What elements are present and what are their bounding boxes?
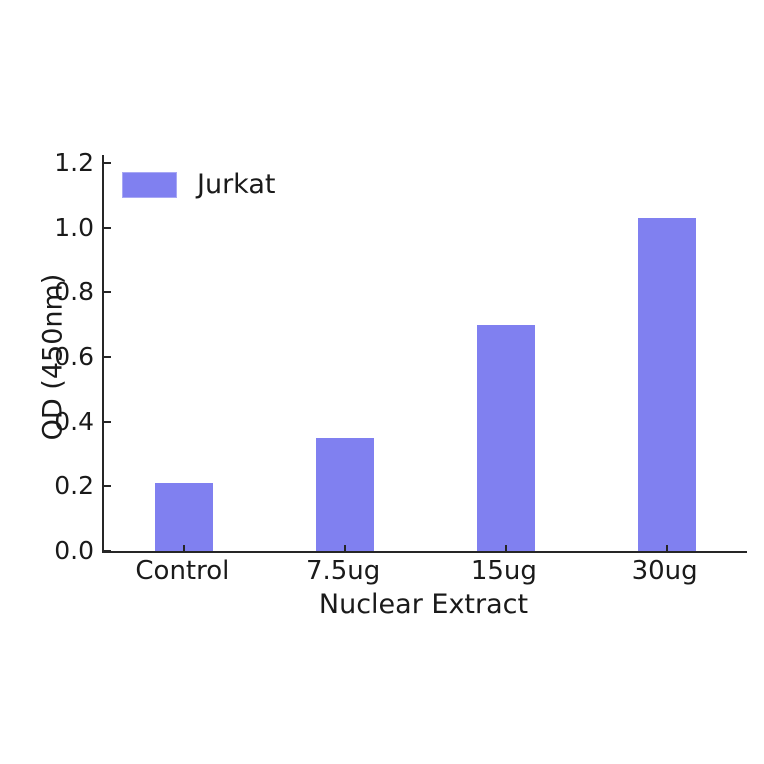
legend-label: Jurkat <box>197 169 276 200</box>
bar-30ug <box>637 217 696 551</box>
bar-15ug <box>476 324 535 551</box>
x-tick <box>344 545 347 551</box>
x-tick <box>665 545 668 551</box>
legend: Jurkat <box>122 170 275 200</box>
x-tick <box>183 545 186 551</box>
y-tick-label: 0.0 <box>54 536 94 565</box>
x-tick-label: 15ug <box>470 556 537 586</box>
y-tick <box>104 550 111 552</box>
y-tick-label: 1.0 <box>54 212 94 242</box>
x-tick <box>504 545 507 551</box>
bar-7-5ug <box>316 437 375 551</box>
y-tick <box>104 356 111 358</box>
y-tick-label: 0.4 <box>54 406 94 436</box>
x-tick-label: Control <box>135 556 230 586</box>
bar-control <box>155 483 214 551</box>
y-tick <box>104 485 111 488</box>
y-tick <box>104 291 111 294</box>
x-tick-label: 7.5ug <box>305 556 381 586</box>
y-tick-label: 0.2 <box>54 471 94 501</box>
y-tick-label: 0.6 <box>54 342 94 371</box>
y-tick <box>104 420 111 423</box>
x-axis-label: Nuclear Extract <box>318 589 529 620</box>
plot-area: Jurkat <box>102 155 747 553</box>
y-tick-label: 0.8 <box>54 277 94 307</box>
legend-swatch <box>122 172 177 198</box>
y-tick-label: 1.2 <box>54 148 94 177</box>
y-tick <box>104 162 111 164</box>
y-tick <box>104 226 111 229</box>
x-tick-label: 30ug <box>631 556 698 586</box>
